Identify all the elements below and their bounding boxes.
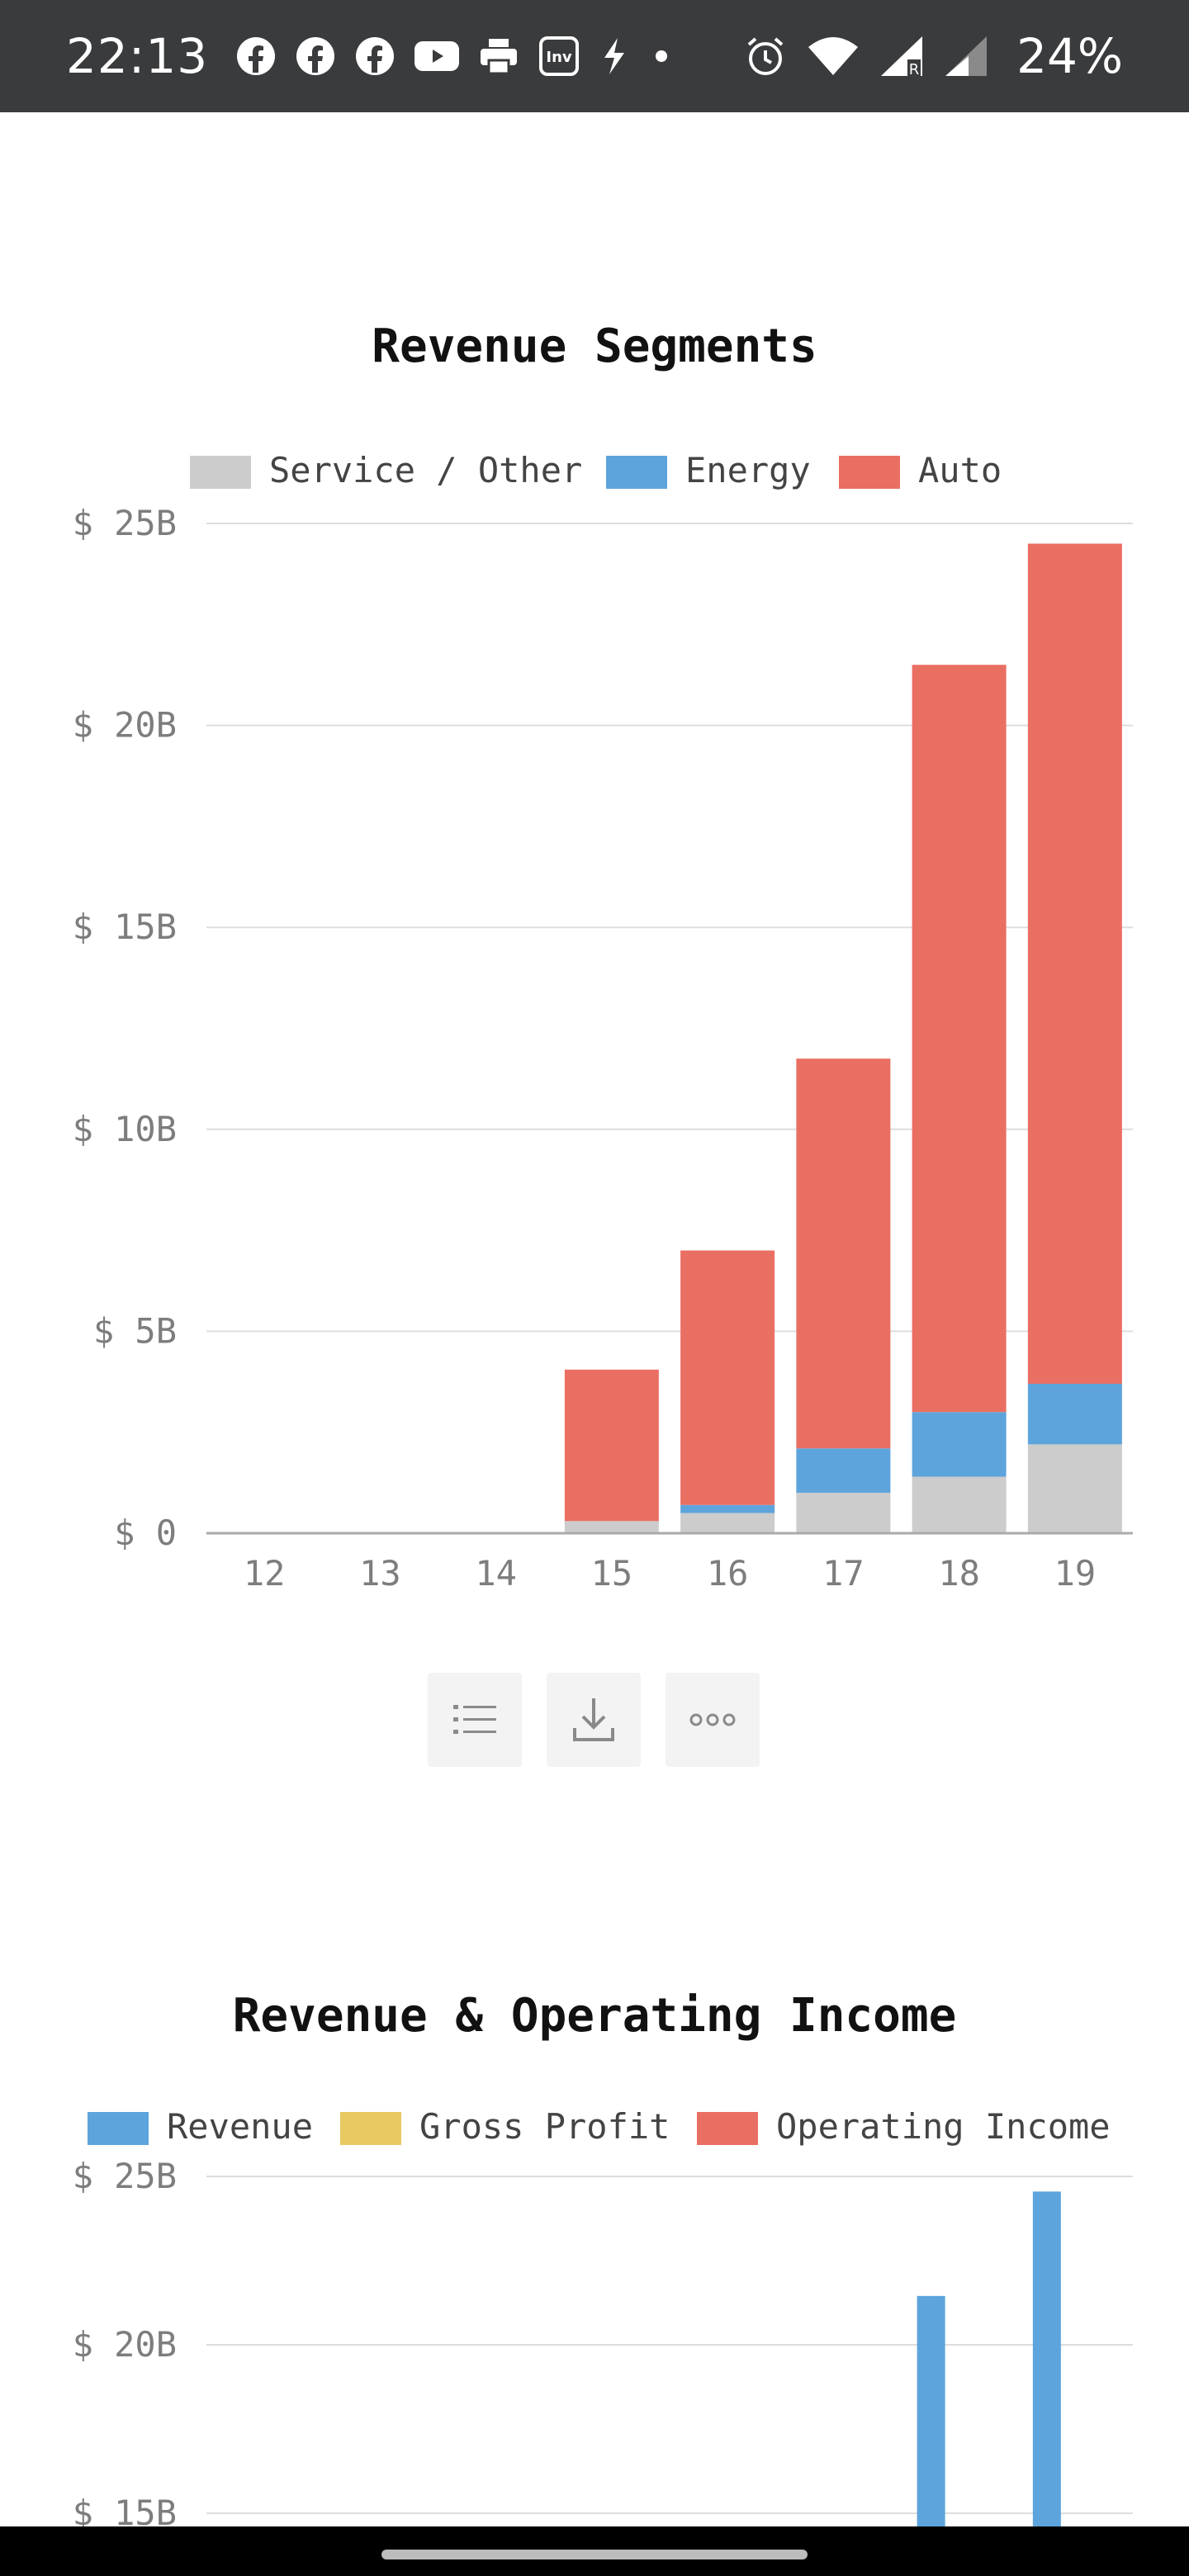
y-tick-label: $ 20B (73, 705, 177, 746)
y-tick-label: $ 0 (114, 1513, 177, 1553)
x-tick-label: 18 (938, 1553, 980, 1593)
legend-swatch-energy (606, 456, 667, 489)
bars (917, 2191, 1061, 2526)
y-tick-label: $ 15B (73, 2493, 177, 2526)
status-bar: 22:13 Inv R (0, 0, 1189, 112)
y-axis: $ 0 $ 5B $ 10B $ 15B $ 20B $ 25B (73, 503, 177, 1553)
grid-lines (206, 2176, 1133, 2514)
bar-auto[interactable] (680, 1250, 775, 1505)
facebook-icon (296, 36, 335, 76)
legend-label-auto[interactable]: Auto (918, 450, 1002, 490)
revenue-segments-chart: Revenue Segments Service / Other Energy … (73, 320, 1133, 1593)
bar-energy[interactable] (912, 1412, 1007, 1477)
chart-legend: Revenue Gross Profit Operating Income (88, 2106, 1111, 2147)
y-tick-label: $ 5B (93, 1310, 177, 1351)
navigation-bar (0, 2526, 1189, 2576)
bar-service-other[interactable] (912, 1476, 1007, 1533)
investing-icon: Inv (538, 36, 580, 77)
svg-text:R: R (909, 61, 920, 78)
legend-swatch-operating-income (697, 2112, 758, 2145)
cell-signal-icon (944, 35, 988, 78)
legend-label-gross-profit[interactable]: Gross Profit (419, 2106, 670, 2147)
lightning-icon (599, 36, 629, 76)
x-tick-label: 19 (1054, 1553, 1097, 1593)
cell-signal-icon: R (879, 35, 924, 78)
bar-energy[interactable] (680, 1504, 775, 1513)
y-tick-label: $ 20B (73, 2324, 177, 2365)
chart-title: Revenue & Operating Income (233, 1989, 957, 2043)
legend-swatch-gross-profit (340, 2112, 401, 2145)
legend-swatch-auto (839, 456, 900, 489)
download-icon (571, 1697, 616, 1743)
more-options-button[interactable] (666, 1673, 760, 1767)
revenue-operating-income-chart: Revenue & Operating Income Revenue Gross… (73, 1989, 1133, 2526)
y-tick-label: $ 25B (73, 2156, 177, 2196)
facebook-icon (236, 36, 276, 76)
system-icons: R 24% (744, 28, 1123, 84)
x-tick-label: 12 (244, 1553, 286, 1593)
printer-icon (479, 37, 519, 75)
bar-energy[interactable] (1027, 1383, 1122, 1445)
wifi-icon (807, 36, 860, 77)
y-axis: $ 15B $ 20B $ 25B (73, 2156, 177, 2526)
battery-level: 24% (1016, 28, 1123, 84)
bars (564, 543, 1122, 1533)
legend-label-revenue[interactable]: Revenue (167, 2106, 313, 2147)
x-tick-label: 15 (591, 1553, 633, 1593)
notification-icons: Inv (236, 36, 674, 77)
home-gesture-handle[interactable] (381, 2550, 808, 2559)
bar-service-other[interactable] (1027, 1444, 1122, 1533)
legend-label-service[interactable]: Service / Other (269, 450, 582, 490)
x-tick-label: 17 (822, 1553, 865, 1593)
bar-auto[interactable] (912, 665, 1007, 1413)
x-axis: 12 13 14 15 16 17 18 19 (244, 1553, 1096, 1593)
youtube-icon (414, 40, 460, 73)
bar-service-other[interactable] (564, 1521, 659, 1533)
alarm-icon (744, 35, 787, 78)
bar-service-other[interactable] (680, 1513, 775, 1533)
list-icon (452, 1702, 498, 1738)
status-time: 22:13 (66, 28, 209, 84)
bar-auto[interactable] (796, 1058, 891, 1449)
bar-auto[interactable] (1027, 543, 1122, 1384)
bar-service-other[interactable] (796, 1493, 891, 1533)
x-tick-label: 14 (475, 1553, 517, 1593)
x-tick-label: 16 (707, 1553, 749, 1593)
bar-auto[interactable] (564, 1369, 659, 1522)
bar-energy[interactable] (796, 1448, 891, 1494)
chart-legend: Service / Other Energy Auto (190, 450, 1002, 490)
download-button[interactable] (547, 1673, 641, 1767)
dot-icon (649, 44, 674, 69)
legend-label-operating-income[interactable]: Operating Income (776, 2106, 1111, 2147)
more-icon (689, 1712, 737, 1728)
facebook-icon (355, 36, 395, 76)
y-tick-label: $ 10B (73, 1109, 177, 1149)
bar-revenue[interactable] (1032, 2191, 1061, 2526)
svg-text:Inv: Inv (547, 49, 573, 66)
y-tick-label: $ 15B (73, 907, 177, 947)
legend-swatch-revenue (88, 2112, 149, 2145)
legend-label-energy[interactable]: Energy (685, 450, 811, 490)
view-data-button[interactable] (428, 1673, 522, 1767)
bar-revenue[interactable] (917, 2295, 945, 2526)
x-tick-label: 13 (359, 1553, 401, 1593)
y-tick-label: $ 25B (73, 503, 177, 543)
legend-swatch-service (190, 456, 251, 489)
chart-toolbar (428, 1673, 760, 1767)
chart-title: Revenue Segments (372, 320, 817, 373)
